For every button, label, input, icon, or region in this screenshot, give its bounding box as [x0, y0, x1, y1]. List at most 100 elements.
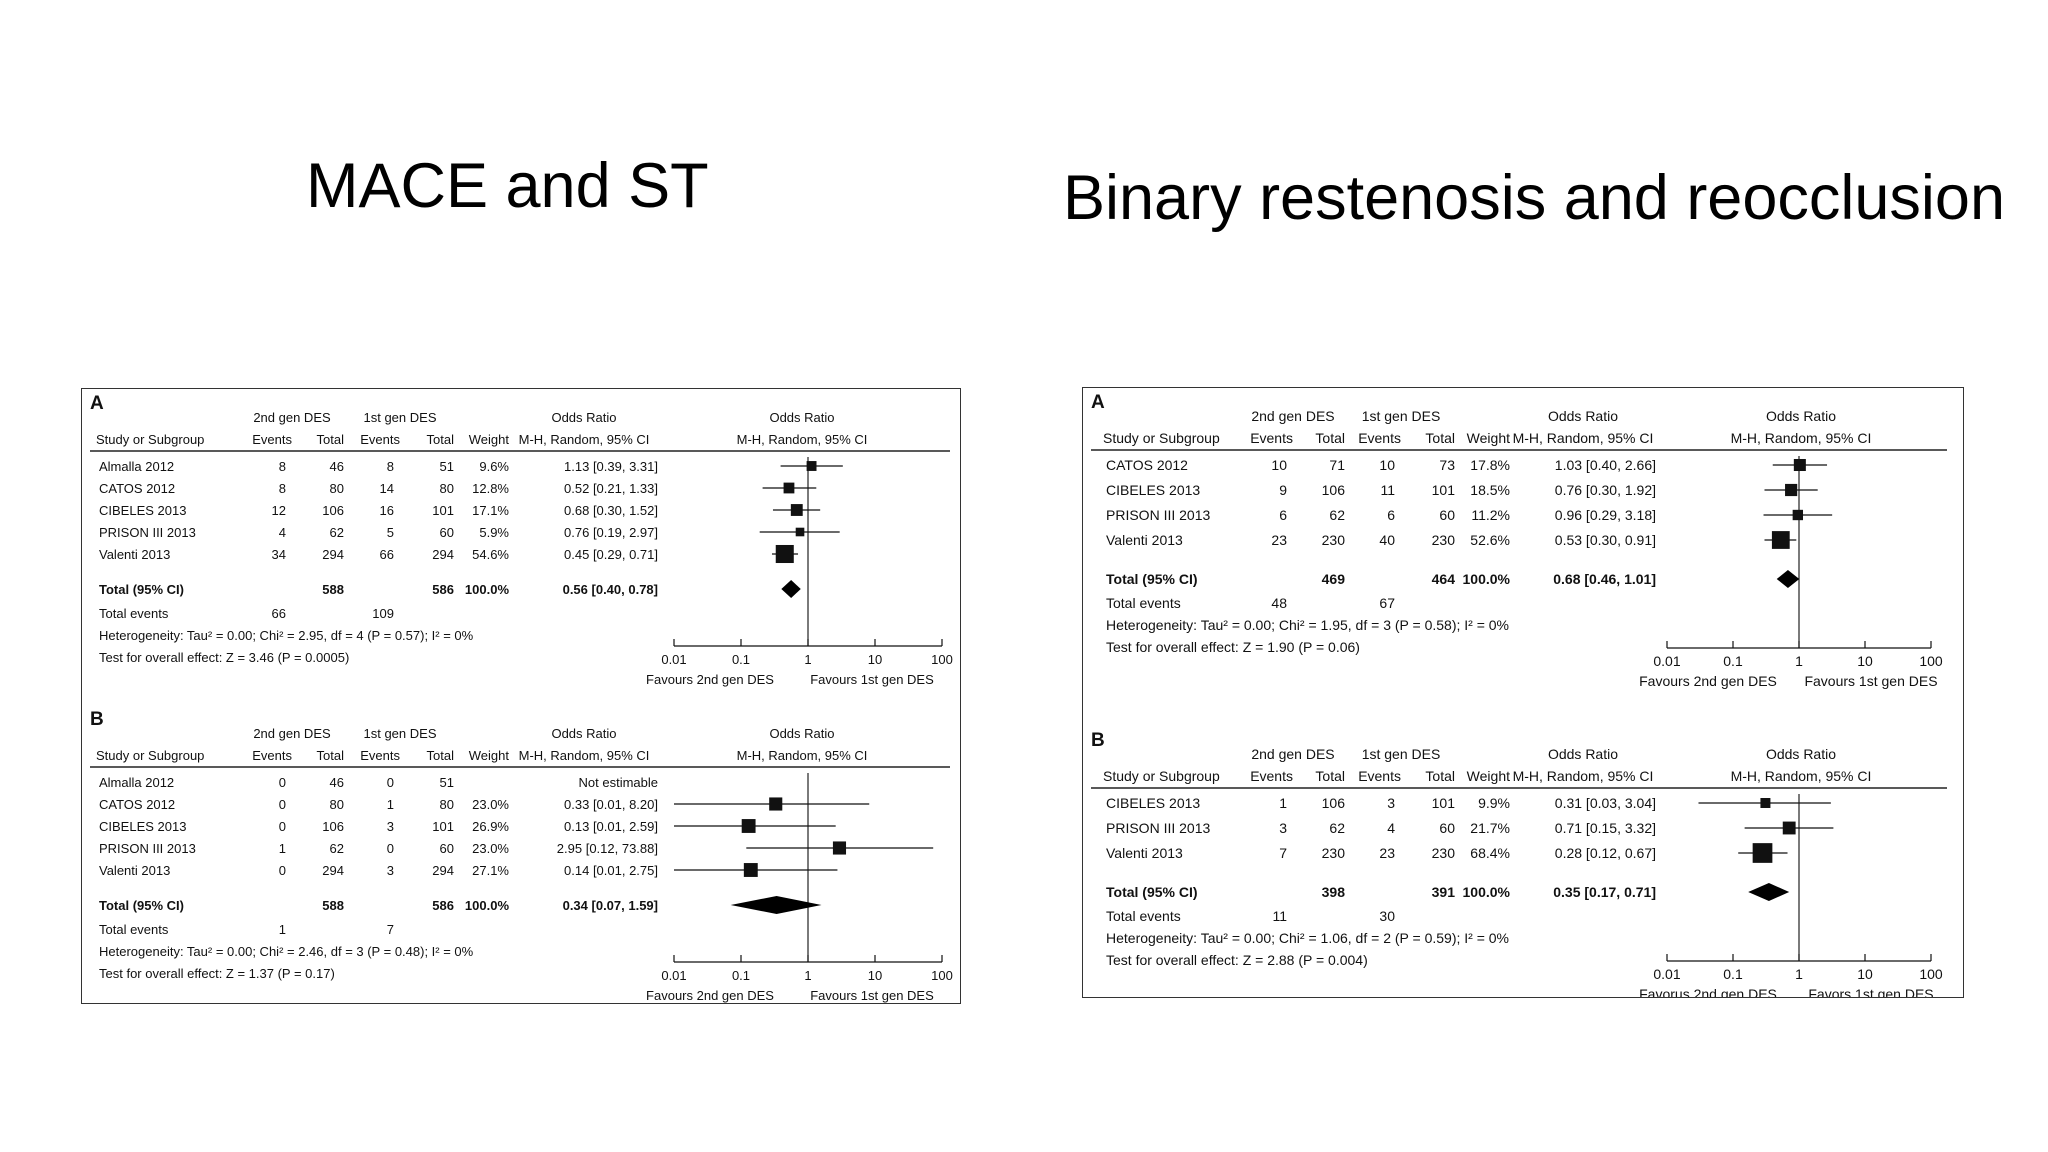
p3-heterogeneity-text: Heterogeneity: Tau² = 0.00; Chi² = 1.06,…	[1106, 930, 1509, 946]
p0-study-total2: 80	[440, 481, 454, 496]
p2-header-method-text: M-H, Random, 95% CI	[1513, 430, 1654, 446]
p3-x-tick-label: 100	[1919, 966, 1943, 982]
p0-study-row: Almalla 2012 8 46 8 51 9.6% 1.13 [0.39, 3.31]	[99, 459, 843, 474]
p1-header-group1: 2nd gen DES	[253, 726, 331, 741]
p2-header-total1: Total	[1315, 430, 1345, 446]
p2-study-weight: 52.6%	[1470, 532, 1510, 548]
p3-overall-effect-text: Test for overall effect: Z = 2.88 (P = 0…	[1106, 952, 1368, 968]
p3-study-weight: 68.4%	[1470, 845, 1510, 861]
p2-heterogeneity-text: Heterogeneity: Tau² = 0.00; Chi² = 1.95,…	[1106, 617, 1509, 633]
p2-study-events2: 10	[1379, 457, 1395, 473]
p0-study-events2: 14	[380, 481, 394, 496]
p3-forest-panel: B 2nd gen DES 1st gen DES Odds Ratio Odds Ra…	[1091, 730, 1947, 997]
p3-total-diamond	[1748, 883, 1790, 901]
p1-total-ci-text: 0.34 [0.07, 1.59]	[563, 898, 658, 913]
p2-study-events1: 10	[1271, 457, 1287, 473]
p3-study-total1: 106	[1322, 795, 1346, 811]
p3-x-tick-label: 0.1	[1723, 966, 1743, 982]
p0-total-n1: 588	[322, 582, 344, 597]
p0-study-weight: 17.1%	[472, 503, 509, 518]
p1-header-or-plot: Odds Ratio	[769, 726, 834, 741]
p1-study-total1: 46	[330, 775, 344, 790]
p2-study-total2: 73	[1439, 457, 1455, 473]
p1-study-total2: 80	[440, 797, 454, 812]
p3-total-n2: 391	[1432, 884, 1456, 900]
p0-study-name: Almalla 2012	[99, 459, 174, 474]
p1-header-weight: Weight	[469, 748, 510, 763]
p3-study-point	[1752, 843, 1773, 863]
p1-study-point	[769, 797, 783, 811]
p0-study-point	[775, 544, 794, 564]
p3-study-events1: 1	[1279, 795, 1287, 811]
p2-total-diamond	[1776, 570, 1800, 588]
p1-study-name: CATOS 2012	[99, 797, 175, 812]
forest-svg-right: A 2nd gen DES 1st gen DES Odds Ratio Odds Ra…	[1091, 392, 1947, 997]
p3-x-tick-label: 0.01	[1653, 966, 1680, 982]
p2-total-events1: 48	[1271, 595, 1287, 611]
p0-study-events1: 8	[279, 481, 286, 496]
p2-favours-left: Favours 2nd gen DES	[1639, 673, 1777, 689]
p1-study-row: PRISON III 2013 1 62 0 60 23.0% 2.95 [0.12, 73…	[99, 841, 934, 856]
p1-study-name: PRISON III 2013	[99, 841, 196, 856]
p1-study-events1: 1	[279, 841, 286, 856]
p0-header-method-text: M-H, Random, 95% CI	[519, 432, 650, 447]
p1-study-ci-text: 0.13 [0.01, 2.59]	[564, 819, 658, 834]
p3-favours-right: Favors 1st gen DES	[1808, 986, 1933, 997]
p0-x-tick-label: 10	[868, 652, 882, 667]
p1-study-weight: 26.9%	[472, 819, 509, 834]
p1-study-events1: 0	[279, 797, 286, 812]
p1-total-diamond	[730, 896, 822, 914]
p1-header-method-text: M-H, Random, 95% CI	[519, 748, 650, 763]
p0-total-diamond	[781, 580, 801, 598]
p0-header-or-text: Odds Ratio	[551, 410, 616, 425]
p1-study-total1: 106	[322, 819, 344, 834]
p1-study-row: Valenti 2013 0 294 3 294 27.1% 0.14 [0.01, 2.7…	[99, 863, 838, 878]
p2-favours-right: Favours 1st gen DES	[1804, 673, 1937, 689]
p1-study-point	[741, 819, 756, 833]
p1-study-weight: 23.0%	[472, 797, 509, 812]
p0-favours-right: Favours 1st gen DES	[810, 672, 934, 687]
p0-study-events1: 4	[279, 525, 286, 540]
p1-total-events-label: Total events	[99, 922, 169, 937]
p0-study-weight: 54.6%	[472, 547, 509, 562]
p1-favours-right: Favours 1st gen DES	[810, 988, 934, 1003]
p0-study-events2: 66	[380, 547, 394, 562]
p0-header-or-plot: Odds Ratio	[769, 410, 834, 425]
p3-header-events2: Events	[1358, 768, 1401, 784]
p3-study-weight: 21.7%	[1470, 820, 1510, 836]
p2-header-events2: Events	[1358, 430, 1401, 446]
p2-total-ci-text: 0.68 [0.46, 1.01]	[1553, 571, 1656, 587]
p0-favours-left: Favours 2nd gen DES	[646, 672, 774, 687]
p1-study-ci-text: 0.14 [0.01, 2.75]	[564, 863, 658, 878]
p1-study-events2: 1	[387, 797, 394, 812]
p3-study-ci-text: 0.31 [0.03, 3.04]	[1555, 795, 1656, 811]
p0-x-tick-label: 1	[804, 652, 811, 667]
p3-study-name: Valenti 2013	[1106, 845, 1183, 861]
p2-total-label: Total (95% CI)	[1106, 571, 1198, 587]
p0-total-n2: 586	[432, 582, 454, 597]
p1-study-name: CIBELES 2013	[99, 819, 186, 834]
p2-study-name: Valenti 2013	[1106, 532, 1183, 548]
p0-study-name: PRISON III 2013	[99, 525, 196, 540]
p1-panel-label: B	[90, 709, 104, 730]
p0-study-events1: 34	[272, 547, 286, 562]
p0-study-events1: 8	[279, 459, 286, 474]
p0-header-group2: 1st gen DES	[364, 410, 437, 425]
p0-study-total1: 46	[330, 459, 344, 474]
p0-study-weight: 12.8%	[472, 481, 509, 496]
p1-study-point	[743, 863, 758, 877]
p3-study-row: CIBELES 2013 1 106 3 101 9.9% 0.31 [0.03, 3.04…	[1106, 795, 1831, 811]
p2-total-n2: 464	[1432, 571, 1456, 587]
p0-study-name: CATOS 2012	[99, 481, 175, 496]
p1-total-weight: 100.0%	[465, 898, 510, 913]
p3-x-tick-label: 10	[1857, 966, 1873, 982]
p3-study-events2: 4	[1387, 820, 1395, 836]
p2-study-total2: 60	[1439, 507, 1455, 523]
p0-study-ci-text: 0.76 [0.19, 2.97]	[564, 525, 658, 540]
p0-study-ci-text: 0.52 [0.21, 1.33]	[564, 481, 658, 496]
p1-study-total2: 294	[432, 863, 454, 878]
p0-header-total2: Total	[427, 432, 455, 447]
p3-x-tick-label: 1	[1795, 966, 1803, 982]
p3-total-events1: 11	[1272, 908, 1287, 924]
p3-study-events1: 3	[1279, 820, 1287, 836]
